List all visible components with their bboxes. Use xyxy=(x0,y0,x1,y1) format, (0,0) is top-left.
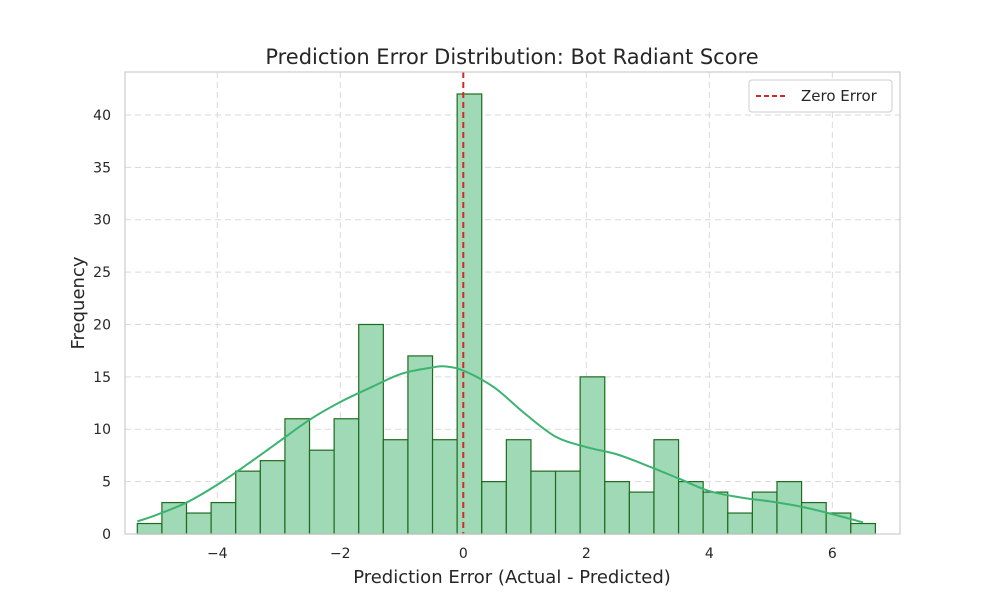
chart-title: Prediction Error Distribution: Bot Radia… xyxy=(265,45,758,69)
histogram-bar xyxy=(358,323,384,535)
y-tick-label: 30 xyxy=(93,213,111,229)
histogram-bar xyxy=(333,418,360,535)
histogram-bar xyxy=(530,470,557,535)
histogram-bar xyxy=(185,512,212,535)
legend: Zero Error xyxy=(748,79,893,113)
histogram-bar xyxy=(481,481,507,535)
histogram-bars xyxy=(136,93,876,535)
x-axis-label: Prediction Error (Actual - Predicted) xyxy=(353,567,671,588)
histogram-bar xyxy=(776,481,803,535)
y-tick-label: 40 xyxy=(93,108,111,124)
histogram-bar xyxy=(308,449,335,535)
histogram-bar xyxy=(554,470,581,535)
y-tick-label: 25 xyxy=(93,265,111,281)
kde-curve xyxy=(136,365,864,524)
y-tick-label: 15 xyxy=(93,370,111,386)
histogram-bar xyxy=(653,439,680,535)
kde-curve-layer xyxy=(136,365,864,524)
histogram-bar xyxy=(751,491,778,535)
x-axis-ticks: −4 −2 0 2 4 6 xyxy=(207,546,837,562)
histogram-bar xyxy=(677,481,704,535)
y-axis-ticks: 0 5 10 15 20 25 30 35 40 xyxy=(93,108,111,543)
histogram-bar xyxy=(210,501,237,535)
y-tick-label: 0 xyxy=(102,527,111,543)
y-tick-label: 20 xyxy=(93,317,111,333)
x-tick-label: 6 xyxy=(828,546,837,562)
legend-label-zero-error: Zero Error xyxy=(801,87,878,105)
plot-frame xyxy=(124,71,901,535)
histogram-bar xyxy=(431,439,458,535)
histogram-bar xyxy=(628,491,655,535)
histogram-bar xyxy=(850,522,876,535)
histogram-bar xyxy=(235,470,261,535)
x-tick-label: 4 xyxy=(705,546,714,562)
x-tick-label: 0 xyxy=(459,546,468,562)
y-tick-label: 10 xyxy=(93,422,111,438)
histogram-bar xyxy=(579,376,606,535)
histogram-bar xyxy=(604,481,630,535)
histogram-bar xyxy=(382,439,409,535)
x-tick-label: −2 xyxy=(330,546,351,562)
histogram-bar xyxy=(505,439,532,535)
histogram-bar xyxy=(727,512,753,535)
y-tick-label: 5 xyxy=(102,475,111,491)
y-tick-label: 35 xyxy=(93,160,111,176)
x-tick-label: −4 xyxy=(207,546,228,562)
histogram-bar xyxy=(136,522,163,535)
histogram-bar xyxy=(456,93,483,535)
x-tick-label: 2 xyxy=(582,546,591,562)
y-axis-label: Frequency xyxy=(68,256,89,349)
histogram-bar xyxy=(702,491,729,535)
histogram-bar xyxy=(407,355,434,535)
histogram-bar xyxy=(284,418,311,535)
histogram-bar xyxy=(259,460,286,535)
legend-box xyxy=(748,79,893,113)
